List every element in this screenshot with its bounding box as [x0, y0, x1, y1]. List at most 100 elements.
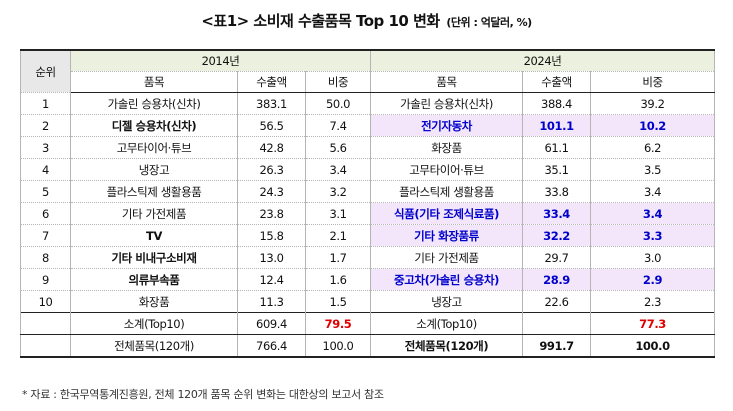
- year-2014-header: 2014년: [69, 49, 372, 72]
- export-2024-cell: 35.1: [522, 158, 592, 181]
- item-2014-cell: 디젤 승용차(신차): [70, 114, 238, 137]
- export-2024-cell: 61.1: [522, 136, 592, 159]
- share-2014-cell: 1.6: [304, 268, 372, 291]
- export-2014-cell: 12.4: [237, 268, 306, 291]
- share-2014-cell: 3.2: [304, 180, 372, 203]
- item-2014-cell: 가솔린 승용차(신차): [70, 92, 238, 115]
- export-2014-cell: 23.8: [237, 202, 306, 225]
- rank-cell: 5: [20, 180, 71, 203]
- table-row: 5 플라스틱제 생활용품 24.3 3.2 플라스틱제 생활용품 33.8 3.…: [20, 180, 716, 203]
- rank-cell: 4: [20, 158, 71, 181]
- table-title-main: <표1> 소비재 수출품목 Top 10 변화: [201, 12, 440, 30]
- total-export-2014: 766.4: [237, 334, 306, 358]
- export-2014-cell: 56.5: [237, 114, 306, 137]
- export-2024-cell: 33.4: [522, 202, 592, 225]
- item-2024-cell: 고무타이어·튜브: [370, 158, 524, 181]
- total-share-2014: 100.0: [304, 334, 372, 358]
- share-header-2024: 비중: [590, 71, 716, 93]
- item-2014-cell: 기타 비내구소비재: [70, 246, 238, 269]
- rank-cell: 6: [20, 202, 71, 225]
- rank-header: 순위: [20, 49, 71, 93]
- rank-cell: 3: [20, 136, 71, 159]
- export-2024-cell: 33.8: [522, 180, 592, 203]
- subtotal-label-2024: 소계(Top10): [370, 312, 524, 335]
- share-2024-cell: 2.9: [590, 268, 716, 291]
- share-2024-cell: 6.2: [590, 136, 716, 159]
- share-2014-cell: 2.1: [304, 224, 372, 247]
- export-2014-cell: 383.1: [237, 92, 306, 115]
- subtotal-export-2014: 609.4: [237, 312, 306, 335]
- table-row: 10 화장품 11.3 1.5 냉장고 22.6 2.3: [20, 290, 716, 313]
- share-2024-cell: 3.4: [590, 202, 716, 225]
- export-2014-cell: 13.0: [237, 246, 306, 269]
- table-row: 3 고무타이어·튜브 42.8 5.6 화장품 61.1 6.2: [20, 136, 716, 159]
- share-2024-cell: 3.3: [590, 224, 716, 247]
- year-2024-header: 2024년: [370, 49, 716, 72]
- total-share-2024: 100.0: [590, 334, 716, 358]
- export-2014-cell: 11.3: [237, 290, 306, 313]
- share-2014-cell: 3.4: [304, 158, 372, 181]
- export-2014-cell: 15.8: [237, 224, 306, 247]
- item-header-2024: 품목: [370, 71, 524, 93]
- subtotal-export-2024: [522, 312, 592, 335]
- item-2024-cell: 화장품: [370, 136, 524, 159]
- table-row: 7 TV 15.8 2.1 기타 화장품류 32.2 3.3: [20, 224, 716, 247]
- export-2014-cell: 24.3: [237, 180, 306, 203]
- table-row: 9 의류부속품 12.4 1.6 중고차(가솔린 승용차) 28.9 2.9: [20, 268, 716, 291]
- share-2014-cell: 50.0: [304, 92, 372, 115]
- rank-cell: 10: [20, 290, 71, 313]
- share-2014-cell: 7.4: [304, 114, 372, 137]
- export-2024-cell: 22.6: [522, 290, 592, 313]
- total-row: 전체품목(120개) 766.4 100.0 전체품목(120개) 991.7 …: [20, 334, 716, 358]
- item-2014-cell: TV: [70, 224, 238, 247]
- total-export-2024: 991.7: [522, 334, 592, 358]
- rank-cell: 9: [20, 268, 71, 291]
- export-2024-cell: 29.7: [522, 246, 592, 269]
- share-2024-cell: 2.3: [590, 290, 716, 313]
- share-2024-cell: 3.0: [590, 246, 716, 269]
- rank-cell: 2: [20, 114, 71, 137]
- export-header-2024: 수출액: [522, 71, 592, 93]
- export-top10-table: 순위 2014년 2024년 품목 수출액 비중 품목 수출액 비중 1 가솔린…: [20, 49, 716, 358]
- share-2014-cell: 5.6: [304, 136, 372, 159]
- rank-cell: 8: [20, 246, 71, 269]
- total-label-2024: 전체품목(120개): [370, 334, 524, 358]
- item-2024-cell: 냉장고: [370, 290, 524, 313]
- share-header-2014: 비중: [304, 71, 372, 93]
- item-2014-cell: 냉장고: [70, 158, 238, 181]
- item-2024-cell: 전기자동차: [370, 114, 524, 137]
- export-2024-cell: 101.1: [522, 114, 592, 137]
- subtotal-row: 소계(Top10) 609.4 79.5 소계(Top10) 77.3: [20, 312, 716, 335]
- export-2024-cell: 388.4: [522, 92, 592, 115]
- source-note: * 자료 : 한국무역통계진흥원, 전체 120개 품목 순위 변화는 대한상의…: [22, 388, 384, 401]
- table-row: 8 기타 비내구소비재 13.0 1.7 기타 가전제품 29.7 3.0: [20, 246, 716, 269]
- item-2024-cell: 중고차(가솔린 승용차): [370, 268, 524, 291]
- table-title: <표1> 소비재 수출품목 Top 10 변화 (단위 : 억달러, %): [0, 10, 733, 31]
- item-2014-cell: 플라스틱제 생활용품: [70, 180, 238, 203]
- item-2014-cell: 고무타이어·튜브: [70, 136, 238, 159]
- share-2014-cell: 1.5: [304, 290, 372, 313]
- share-2024-cell: 3.4: [590, 180, 716, 203]
- table-title-unit: (단위 : 억달러, %): [446, 16, 532, 29]
- subtotal-rank-cell: [20, 312, 71, 335]
- table-row: 1 가솔린 승용차(신차) 383.1 50.0 가솔린 승용차(신차) 388…: [20, 92, 716, 115]
- item-2014-cell: 화장품: [70, 290, 238, 313]
- share-2014-cell: 1.7: [304, 246, 372, 269]
- item-2024-cell: 기타 가전제품: [370, 246, 524, 269]
- share-2024-cell: 10.2: [590, 114, 716, 137]
- total-label-2014: 전체품목(120개): [70, 334, 238, 358]
- item-2024-cell: 가솔린 승용차(신차): [370, 92, 524, 115]
- export-header-2014: 수출액: [237, 71, 306, 93]
- share-2014-cell: 3.1: [304, 202, 372, 225]
- total-rank-cell: [20, 334, 71, 358]
- rank-cell: 7: [20, 224, 71, 247]
- export-2014-cell: 26.3: [237, 158, 306, 181]
- share-2024-cell: 3.5: [590, 158, 716, 181]
- item-2014-cell: 기타 가전제품: [70, 202, 238, 225]
- subtotal-label-2014: 소계(Top10): [70, 312, 238, 335]
- subtotal-share-2014: 79.5: [304, 312, 372, 335]
- table-row: 2 디젤 승용차(신차) 56.5 7.4 전기자동차 101.1 10.2: [20, 114, 716, 137]
- item-2024-cell: 기타 화장품류: [370, 224, 524, 247]
- export-2024-cell: 32.2: [522, 224, 592, 247]
- rank-cell: 1: [20, 92, 71, 115]
